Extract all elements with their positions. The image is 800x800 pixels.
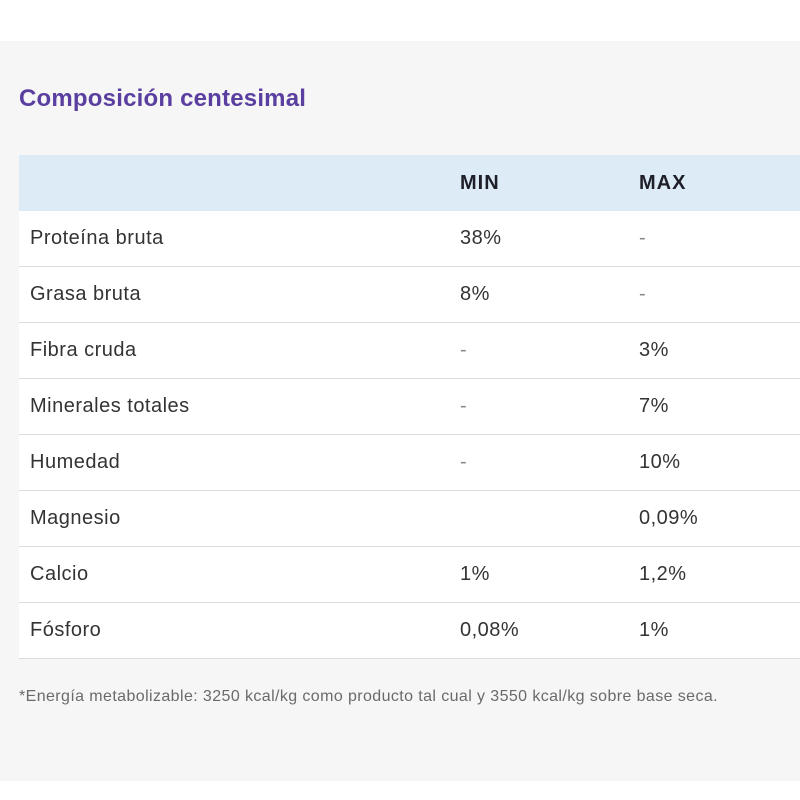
row-name: Fósforo	[30, 619, 102, 641]
composition-table: MIN MAX Proteína bruta 38% - Grasa bruta…	[19, 155, 800, 659]
row-min: -	[460, 451, 468, 473]
row-name: Grasa bruta	[30, 283, 142, 305]
composition-panel: Composición centesimal MIN MAX Proteína …	[0, 41, 800, 781]
table-row: Fibra cruda - 3%	[19, 323, 800, 379]
row-max: -	[639, 227, 647, 249]
row-min: 8%	[460, 283, 490, 305]
table-row: Grasa bruta 8% -	[19, 267, 800, 323]
row-name: Minerales totales	[30, 395, 190, 417]
table-row: Magnesio 0,09%	[19, 491, 800, 547]
row-min: 0,08%	[460, 619, 520, 641]
row-max: 10%	[639, 451, 681, 473]
table-row: Proteína bruta 38% -	[19, 211, 800, 267]
row-min: -	[460, 339, 468, 361]
row-name: Fibra cruda	[30, 339, 137, 361]
row-max: 1,2%	[639, 563, 687, 585]
footnote: *Energía metabolizable: 3250 kcal/kg com…	[19, 688, 719, 705]
row-max: 3%	[639, 339, 669, 361]
row-name: Magnesio	[30, 507, 121, 529]
table-header-row: MIN MAX	[19, 155, 800, 211]
row-min: 1%	[460, 563, 490, 585]
row-max: 7%	[639, 395, 669, 417]
table-row: Minerales totales - 7%	[19, 379, 800, 435]
row-min: -	[460, 395, 468, 417]
table-row: Fósforo 0,08% 1%	[19, 603, 800, 659]
row-max: -	[639, 283, 647, 305]
header-max: MAX	[639, 171, 687, 194]
row-name: Proteína bruta	[30, 227, 164, 249]
row-name: Humedad	[30, 451, 121, 473]
row-max: 1%	[639, 619, 669, 641]
row-min: 38%	[460, 227, 502, 249]
header-min: MIN	[460, 171, 500, 194]
row-name: Calcio	[30, 563, 89, 585]
table-row: Humedad - 10%	[19, 435, 800, 491]
table-row: Calcio 1% 1,2%	[19, 547, 800, 603]
row-max: 0,09%	[639, 507, 699, 529]
section-title: Composición centesimal	[19, 85, 307, 112]
